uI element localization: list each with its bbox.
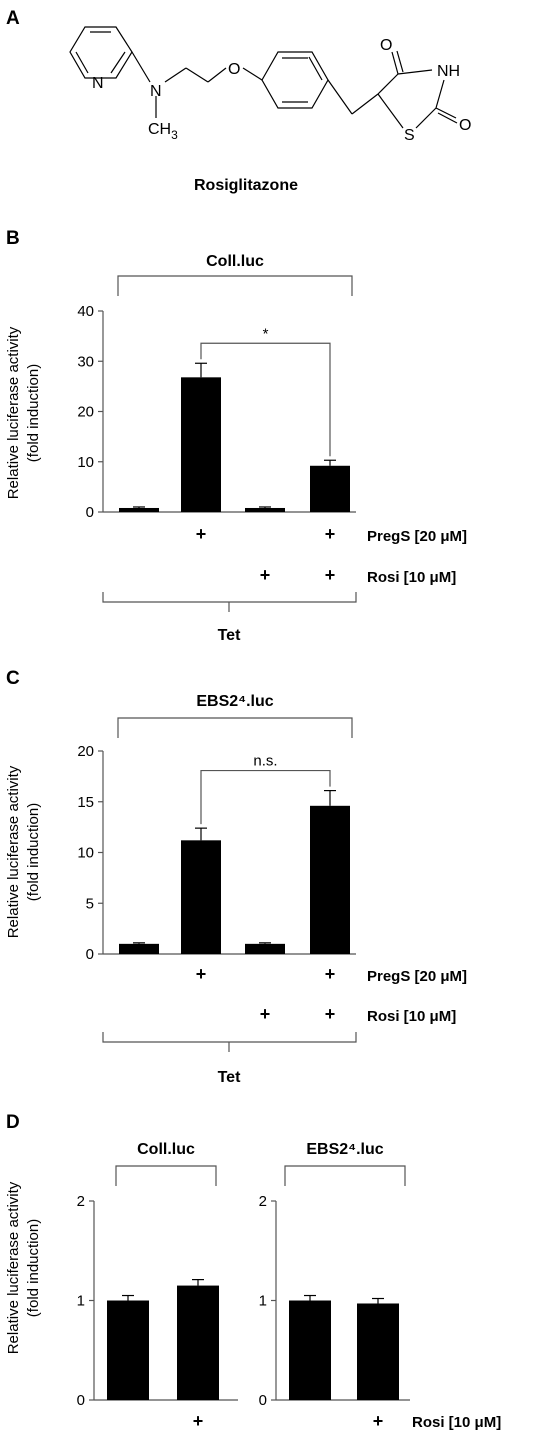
d2-rosi-plus: +	[373, 1411, 384, 1431]
atom-s: S	[404, 127, 415, 144]
panel-label-d: D	[6, 1112, 20, 1133]
atom-n-amine: N	[150, 83, 162, 100]
b-tet-bracket	[102, 592, 357, 612]
b-bar	[310, 465, 350, 512]
c-tick-label: 20	[77, 743, 94, 760]
b-pregs-plus: +	[196, 524, 207, 544]
b-bar	[181, 377, 221, 512]
c-bar	[310, 805, 350, 954]
b-pregs-plus: +	[325, 524, 336, 544]
c-tick-label: 15	[77, 794, 94, 811]
b-ylabel-2: (fold induction)	[25, 364, 42, 462]
d1-bar	[177, 1285, 219, 1400]
c-title-text: EBS2⁴.luc	[196, 693, 273, 710]
c-plot: 0 5 10 15 20 + + + + n.s.	[77, 743, 356, 1024]
b-tick-label: 0	[86, 504, 94, 521]
methyl-ch: CH	[148, 121, 171, 138]
b-tick-label: 10	[77, 454, 94, 471]
d1-title: Coll.luc	[137, 1141, 195, 1158]
b-bar	[119, 507, 159, 512]
c-tick-label: 5	[86, 895, 94, 912]
c-tet-bracket	[102, 1032, 357, 1052]
b-tick-label: 40	[77, 303, 94, 320]
d2-top-bracket	[284, 1165, 406, 1186]
d1-top-bracket	[115, 1165, 217, 1186]
atom-methyl: CH3	[148, 121, 178, 142]
atom-nh: NH	[437, 63, 460, 80]
d1-tick-label: 2	[77, 1193, 85, 1210]
b-rosi-plus: +	[325, 565, 336, 585]
atom-n-ring: N	[92, 75, 104, 92]
b-title: Coll.luc	[206, 253, 264, 270]
atom-o-ether: O	[228, 61, 240, 78]
c-sig-bracket	[200, 769, 331, 825]
d-rosi-label: Rosi [10 μM]	[412, 1414, 501, 1431]
d1-bar	[107, 1300, 149, 1400]
b-ylabel-1: Relative luciferase activity	[5, 326, 22, 499]
c-rosi-plus: +	[260, 1004, 271, 1024]
panel-label-a: A	[6, 8, 20, 29]
d1-tick-label: 0	[77, 1392, 85, 1409]
atom-o-right: O	[459, 117, 471, 134]
b-tick-label: 30	[77, 353, 94, 370]
b-tick-label: 20	[77, 404, 94, 421]
b-sig-label: *	[263, 325, 269, 342]
b-bar	[245, 507, 285, 512]
panel-label-c: C	[6, 668, 20, 689]
c-pregs-plus: +	[325, 964, 336, 984]
d-ylabel-2: (fold induction)	[25, 1219, 42, 1317]
c-ylabel-2: (fold induction)	[25, 803, 42, 901]
atom-o-top: O	[380, 37, 392, 54]
b-pregs-label: PregS [20 μM]	[367, 528, 467, 545]
panel-label-b: B	[6, 228, 20, 249]
d2-tick-label: 2	[259, 1193, 267, 1210]
d2-bar	[289, 1300, 331, 1400]
d2-title: EBS2⁴.luc	[306, 1141, 383, 1158]
c-pregs-label: PregS [20 μM]	[367, 968, 467, 985]
molecule-name: Rosiglitazone	[194, 177, 298, 194]
c-ylabel-1: Relative luciferase activity	[5, 765, 22, 938]
d2-tick-label: 1	[259, 1293, 267, 1310]
d2-bar	[357, 1303, 399, 1400]
c-pregs-plus: +	[196, 964, 207, 984]
rosiglitazone-structure: N N O O NH O S CH3	[69, 26, 471, 144]
d1-tick-label: 1	[77, 1293, 85, 1310]
c-top-bracket	[117, 717, 353, 738]
d-ylabel-1: Relative luciferase activity	[5, 1181, 22, 1354]
c-bar	[181, 840, 221, 954]
c-bar	[245, 943, 285, 954]
c-rosi-plus: +	[325, 1004, 336, 1024]
c-rosi-label: Rosi [10 μM]	[367, 1008, 456, 1025]
c-sig-label: n.s.	[253, 753, 277, 770]
b-rosi-plus: +	[260, 565, 271, 585]
b-tet-label: Tet	[218, 627, 241, 644]
c-bar	[119, 943, 159, 954]
b-plot: 0 10 20 30 40 + + + + *	[77, 303, 356, 585]
c-tick-label: 10	[77, 845, 94, 862]
b-top-bracket	[117, 275, 353, 296]
d2-tick-label: 0	[259, 1392, 267, 1409]
c-tick-label: 0	[86, 946, 94, 963]
c-title: EBS2⁴.luc	[196, 693, 273, 710]
b-sig-bracket	[200, 342, 331, 457]
d1-rosi-plus: +	[193, 1411, 204, 1431]
c-tet-label: Tet	[218, 1069, 241, 1086]
methyl-subscript: 3	[171, 128, 178, 142]
d1-plot: 0 1 2 +	[77, 1193, 238, 1431]
b-rosi-label: Rosi [10 μM]	[367, 569, 456, 586]
d2-plot: 0 1 2 +	[259, 1193, 410, 1431]
